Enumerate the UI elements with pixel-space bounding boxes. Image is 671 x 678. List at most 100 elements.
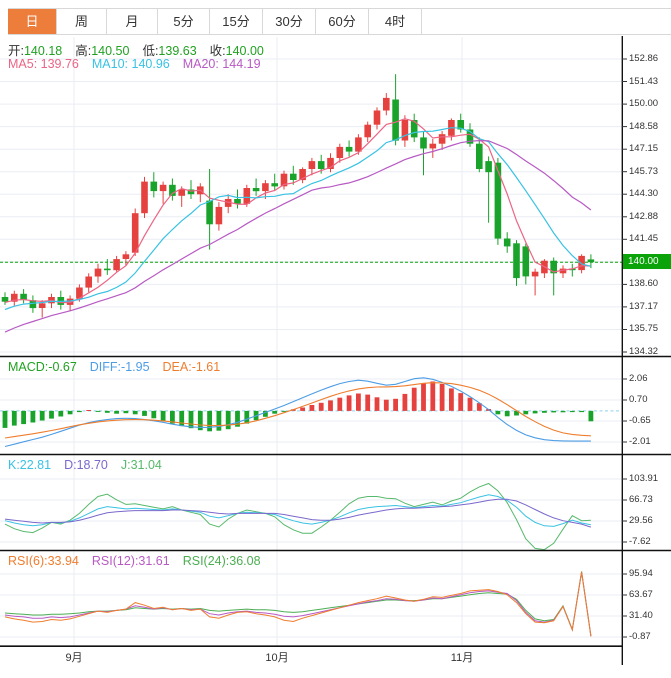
candle <box>1 297 9 302</box>
candle <box>243 188 251 204</box>
candle <box>513 243 520 279</box>
macd-bar <box>281 410 287 412</box>
macd-legend: MACD:-0.67 DIFF:-1.95 DEA:-1.61 <box>8 360 220 374</box>
candle <box>104 268 111 271</box>
tab-60min[interactable]: 60分 <box>316 9 369 34</box>
legend-item: RSI(24):36.08 <box>182 554 261 568</box>
macd-bar <box>86 410 92 411</box>
macd-bar <box>160 410 166 421</box>
legend-item: 低:139.63 <box>142 44 197 58</box>
macd-bar <box>309 405 315 411</box>
tab-5min[interactable]: 5分 <box>158 9 210 34</box>
legend-item: RSI(12):31.61 <box>91 554 170 568</box>
legend-item: 收:140.00 <box>209 44 264 58</box>
ma-legend: MA5: 139.76 MA10: 140.96 MA20: 144.19 <box>8 57 261 71</box>
candle <box>76 287 83 299</box>
macd-bar <box>151 410 157 419</box>
candle <box>327 157 334 169</box>
tab-15min[interactable]: 15分 <box>210 9 263 34</box>
candle <box>522 246 530 277</box>
candle <box>262 183 269 192</box>
macd-bar <box>67 410 73 415</box>
candle <box>122 254 130 259</box>
macd-bar <box>430 381 436 411</box>
macd-bar <box>551 410 557 413</box>
candle <box>438 134 446 144</box>
macd-bar <box>495 410 501 415</box>
candle <box>336 146 344 158</box>
legend-item: 高:140.50 <box>75 44 130 58</box>
macd-bar <box>77 410 82 413</box>
macd-bar <box>95 410 101 412</box>
candle <box>383 97 390 111</box>
tab-4hour[interactable]: 4时 <box>369 9 422 34</box>
dea-line <box>4 382 591 439</box>
y-axis-tick: 63.67 <box>629 589 653 600</box>
macd-bar <box>244 410 250 424</box>
macd-bar <box>346 395 352 411</box>
macd-bar <box>39 410 45 421</box>
legend-item: D:18.70 <box>64 458 108 472</box>
candle <box>187 189 195 195</box>
candle <box>355 137 362 152</box>
candle <box>559 268 567 274</box>
y-axis-tick: 152.86 <box>629 53 659 64</box>
candles-group <box>1 74 595 318</box>
y-axis-tick: 151.43 <box>629 75 659 87</box>
macd-bar <box>421 383 426 411</box>
macd-bar <box>374 397 380 411</box>
candle <box>113 259 120 271</box>
macd-bar <box>114 410 119 414</box>
candle <box>308 161 316 169</box>
last-price-badge: 140.00 <box>623 254 671 269</box>
macd-bar <box>467 397 473 411</box>
candle <box>364 124 371 138</box>
macd-bar <box>21 410 26 425</box>
macd-bar <box>225 410 231 430</box>
candle <box>429 143 437 149</box>
tab-30min[interactable]: 30分 <box>263 9 316 34</box>
macd-bar <box>514 410 519 416</box>
candle <box>271 183 278 187</box>
legend-item: MA5: 139.76 <box>8 57 79 71</box>
y-axis-tick: 95.94 <box>629 568 653 579</box>
macd-histogram <box>2 381 594 432</box>
macd-bar <box>411 387 417 411</box>
candle <box>550 260 557 274</box>
candle <box>38 303 46 308</box>
y-axis-tick: 144.30 <box>629 188 659 200</box>
candle <box>224 199 232 207</box>
tab-month[interactable]: 月 <box>107 9 158 34</box>
macd-bar <box>179 410 185 427</box>
macd-bar <box>272 410 278 414</box>
macd-bar <box>449 388 454 411</box>
y-axis-tick: 148.58 <box>629 120 659 132</box>
candle <box>410 120 418 138</box>
y-axis-tick: 2.06 <box>629 373 648 384</box>
macd-bar <box>588 410 594 422</box>
y-axis-tick: 147.15 <box>629 143 659 155</box>
macd-bar <box>197 410 203 431</box>
candle <box>234 199 241 204</box>
rsi24-line <box>4 571 592 636</box>
rsi6-line <box>4 571 592 637</box>
macd-bar <box>579 410 584 413</box>
candle <box>299 169 306 181</box>
tab-day[interactable]: 日 <box>8 9 57 34</box>
tabbar-spacer <box>422 9 671 34</box>
candle <box>420 137 427 149</box>
candle <box>131 213 139 253</box>
rsi-legend: RSI(6):33.94 RSI(12):31.61 RSI(24):36.08 <box>8 554 261 568</box>
x-axis-month: 9月 <box>65 652 83 664</box>
tab-week[interactable]: 周 <box>57 9 107 34</box>
candle <box>466 129 474 144</box>
candle <box>20 293 27 301</box>
macd-bar <box>439 384 445 411</box>
macd-bar <box>132 410 138 415</box>
y-axis-tick: 138.60 <box>629 278 659 290</box>
candle <box>215 206 223 225</box>
y-axis-tick: 142.88 <box>629 210 659 222</box>
macd-bar <box>207 410 212 432</box>
panel-separators <box>0 36 671 665</box>
